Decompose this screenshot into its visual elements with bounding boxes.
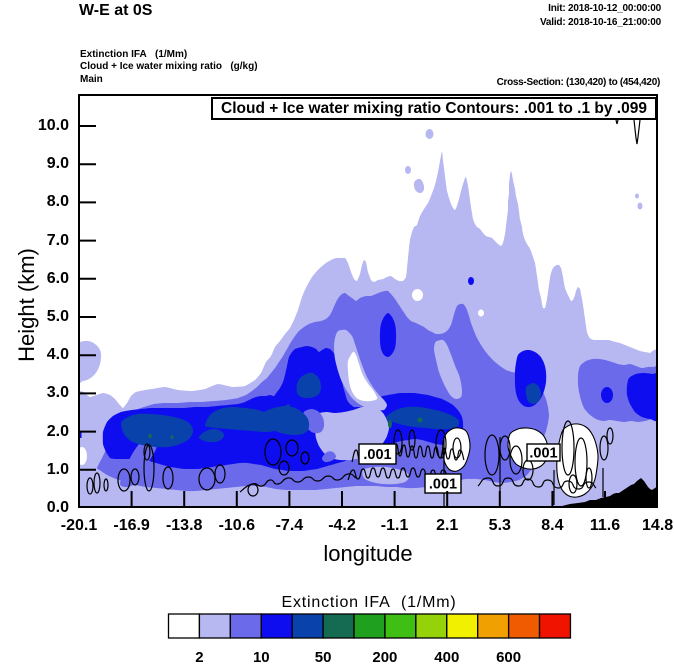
svg-text:.001: .001 (429, 477, 457, 493)
svg-text:.001: .001 (529, 446, 557, 462)
svg-text:.001: .001 (363, 447, 391, 463)
